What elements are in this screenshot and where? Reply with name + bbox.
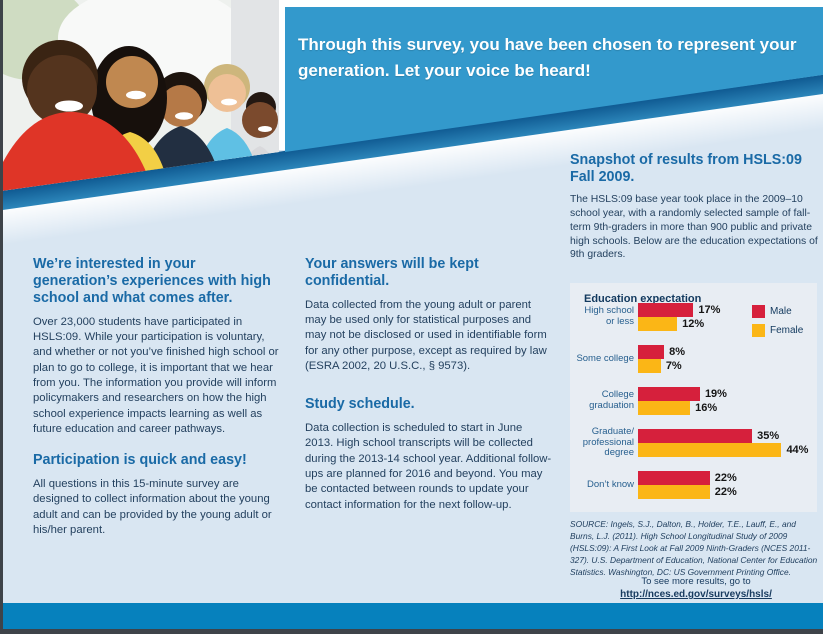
- bar-value: 7%: [665, 360, 682, 372]
- section-confidential-body: Data collected from the young adult or p…: [305, 298, 547, 373]
- footer-band: [0, 603, 823, 629]
- chart-title: Education expectation: [584, 293, 702, 305]
- legend-label-male: Male: [770, 306, 792, 317]
- bar-female: [638, 443, 782, 457]
- section-participation: Participation is quick and easy! All que…: [33, 452, 279, 538]
- chart-row: High school or less 17% 12%: [570, 303, 817, 331]
- section-snapshot: Snapshot of results from HSLS:09 Fall 20…: [570, 152, 822, 262]
- chart-row: College graduation 19% 16%: [570, 387, 817, 415]
- education-expectation-chart: Education expectation Male Female High sc…: [570, 283, 817, 512]
- bar-male: [638, 429, 753, 443]
- bar-line-female: 44%: [638, 443, 808, 457]
- legend-swatch-female: [752, 324, 765, 337]
- bar-line-female: 22%: [638, 485, 737, 499]
- bar-line-male: 35%: [638, 429, 779, 443]
- bar-line-male: 8%: [638, 345, 685, 359]
- legend-item-male: Male: [752, 305, 803, 318]
- bar-line-male: 19%: [638, 387, 727, 401]
- section-schedule-body: Data collection is scheduled to start in…: [305, 421, 552, 511]
- survey-url-link[interactable]: http://nces.ed.gov/surveys/hsls/: [620, 589, 772, 600]
- bar-male: [638, 387, 700, 401]
- bar-male: [638, 345, 665, 359]
- bar-female: [638, 317, 678, 331]
- bar-value: 16%: [695, 402, 718, 414]
- bar-value: 12%: [682, 318, 705, 330]
- section-participation-body: All questions in this 15-minute survey a…: [33, 477, 272, 536]
- chart-row: Don’t know 22% 22%: [570, 471, 817, 499]
- bar-value: 22%: [714, 472, 737, 484]
- bar-value: 19%: [704, 388, 727, 400]
- page-edge-bottom: [0, 629, 823, 634]
- bar-line-female: 16%: [638, 401, 717, 415]
- bar-female: [638, 485, 710, 499]
- bar-line-male: 17%: [638, 303, 720, 317]
- section-interested: We’re interested in your generation’s ex…: [33, 256, 279, 437]
- category-label: High school or less: [584, 305, 634, 327]
- category-label: Don’t know: [587, 478, 634, 490]
- chart-legend: Male Female: [752, 305, 803, 343]
- students-photo: [3, 0, 279, 191]
- source-citation: SOURCE: Ingels, S.J., Dalton, B., Holder…: [570, 519, 818, 577]
- section-participation-heading: Participation is quick and easy!: [33, 452, 247, 468]
- legend-label-female: Female: [770, 325, 804, 336]
- bar-value: 35%: [757, 430, 780, 442]
- bar-value: 8%: [669, 346, 685, 358]
- chart-row: Graduate/ professional degree 35% 44%: [570, 426, 817, 459]
- banner-headline: Through this survey, you have been chose…: [298, 35, 797, 80]
- section-schedule: Study schedule. Data collection is sched…: [305, 396, 553, 513]
- category-label: Graduate/ professional degree: [582, 426, 634, 459]
- bar-male: [638, 303, 694, 317]
- section-schedule-heading: Study schedule.: [305, 396, 415, 412]
- section-interested-body: Over 23,000 students have participated i…: [33, 315, 279, 436]
- category-label: College graduation: [589, 389, 634, 411]
- legend-item-female: Female: [752, 324, 803, 337]
- section-confidential: Your answers will be kept confidential. …: [305, 256, 553, 375]
- section-snapshot-heading: Snapshot of results from HSLS:09 Fall 20…: [570, 152, 802, 185]
- photo-banner-gap: [276, 0, 285, 150]
- more-results: To see more results, go to http://nces.e…: [570, 576, 822, 600]
- bar-line-female: 7%: [638, 359, 682, 373]
- section-confidential-heading: Your answers will be kept confidential.: [305, 256, 479, 289]
- bar-female: [638, 401, 691, 415]
- bar-value: 22%: [714, 486, 737, 498]
- bar-line-male: 22%: [638, 471, 737, 485]
- bar-line-female: 12%: [638, 317, 704, 331]
- bar-male: [638, 471, 710, 485]
- bar-female: [638, 359, 661, 373]
- more-results-label: To see more results, go to: [641, 576, 751, 587]
- category-label: Some college: [576, 352, 634, 364]
- top-white-margin: [0, 0, 823, 7]
- section-snapshot-body: The HSLS:09 base year took place in the …: [570, 193, 818, 261]
- page-edge-left: [0, 0, 3, 634]
- section-interested-heading: We’re interested in your generation’s ex…: [33, 256, 271, 306]
- bar-value: 44%: [786, 444, 809, 456]
- bar-value: 17%: [698, 304, 721, 316]
- chart-row: Some college 8% 7%: [570, 345, 817, 373]
- legend-swatch-male: [752, 305, 765, 318]
- students-photo-illustration: [3, 0, 279, 191]
